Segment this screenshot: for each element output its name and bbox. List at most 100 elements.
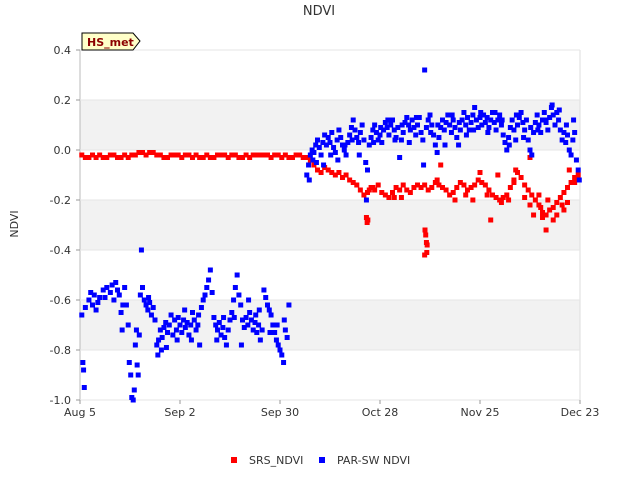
data-point bbox=[366, 187, 372, 193]
data-point bbox=[173, 327, 179, 333]
data-point bbox=[349, 137, 355, 143]
data-point bbox=[318, 152, 324, 158]
data-point bbox=[550, 217, 556, 223]
legend: SRS_NDVI PAR-SW NDVI bbox=[231, 454, 410, 467]
y-axis-title: NDVI bbox=[8, 210, 21, 237]
data-point bbox=[79, 152, 85, 158]
data-point bbox=[90, 152, 95, 158]
data-point bbox=[479, 180, 485, 185]
data-point bbox=[268, 312, 274, 318]
data-point bbox=[443, 187, 449, 193]
data-point bbox=[157, 327, 163, 333]
data-point bbox=[259, 327, 265, 333]
data-point bbox=[140, 150, 145, 155]
data-point bbox=[468, 120, 474, 125]
data-point bbox=[130, 397, 136, 403]
data-point bbox=[104, 155, 110, 160]
data-point bbox=[313, 160, 319, 165]
data-point bbox=[440, 185, 445, 190]
data-point bbox=[93, 307, 99, 313]
data-point bbox=[348, 125, 354, 130]
data-point bbox=[257, 337, 263, 343]
data-point bbox=[531, 212, 537, 218]
data-point bbox=[566, 147, 572, 153]
y-tick-label: -0.6 bbox=[50, 294, 71, 307]
data-point bbox=[423, 125, 429, 130]
data-point bbox=[431, 132, 437, 138]
data-point bbox=[172, 317, 178, 323]
data-point bbox=[509, 117, 515, 123]
data-point bbox=[545, 127, 551, 133]
data-point bbox=[434, 150, 440, 155]
data-point bbox=[129, 152, 135, 158]
data-point bbox=[329, 170, 335, 175]
data-point bbox=[522, 127, 528, 133]
data-point bbox=[425, 187, 431, 193]
data-point bbox=[575, 172, 581, 178]
data-point bbox=[406, 140, 412, 145]
data-point bbox=[538, 130, 544, 135]
data-point bbox=[88, 290, 94, 295]
data-point bbox=[274, 322, 280, 328]
data-point bbox=[193, 327, 199, 333]
data-point bbox=[557, 127, 563, 133]
data-point bbox=[486, 187, 492, 193]
data-point bbox=[198, 305, 204, 310]
y-tick-label: -1.0 bbox=[50, 394, 71, 407]
data-point bbox=[253, 312, 259, 318]
data-point bbox=[406, 122, 412, 128]
data-point bbox=[359, 122, 365, 128]
data-point bbox=[522, 182, 528, 188]
data-point bbox=[454, 185, 460, 190]
data-point bbox=[525, 137, 531, 143]
data-point bbox=[357, 130, 363, 135]
data-point bbox=[407, 190, 413, 195]
data-point bbox=[143, 152, 149, 158]
data-point bbox=[523, 117, 529, 123]
data-point bbox=[100, 287, 106, 293]
data-point bbox=[166, 322, 172, 328]
site-tag: HS_met bbox=[81, 32, 141, 51]
data-point bbox=[97, 152, 103, 158]
data-point bbox=[168, 312, 174, 318]
data-point bbox=[507, 125, 513, 130]
data-point bbox=[392, 137, 398, 143]
data-point bbox=[102, 295, 108, 300]
data-point bbox=[90, 302, 95, 308]
data-point bbox=[445, 112, 451, 118]
data-point bbox=[511, 180, 517, 185]
data-point bbox=[563, 122, 569, 128]
data-point bbox=[556, 107, 562, 113]
data-point bbox=[365, 167, 370, 173]
data-point bbox=[528, 125, 534, 130]
data-point bbox=[79, 312, 85, 318]
data-point bbox=[477, 170, 483, 175]
x-axis: Aug 5 Sep 2 Sep 30 Oct 28 Nov 25 Dec 23 bbox=[64, 400, 599, 419]
data-point bbox=[306, 177, 312, 183]
data-point bbox=[356, 152, 362, 158]
data-point bbox=[161, 325, 167, 330]
data-point bbox=[429, 185, 435, 190]
data-point bbox=[475, 125, 481, 130]
data-point bbox=[238, 342, 244, 348]
data-point bbox=[266, 307, 272, 313]
data-point bbox=[125, 155, 131, 160]
data-point bbox=[407, 127, 413, 133]
data-point bbox=[415, 122, 420, 128]
data-point bbox=[400, 130, 406, 135]
data-point bbox=[541, 110, 547, 115]
data-point bbox=[315, 137, 320, 143]
data-point bbox=[332, 172, 338, 178]
data-point bbox=[133, 327, 139, 333]
data-point bbox=[158, 347, 164, 353]
data-point bbox=[398, 195, 404, 200]
data-point bbox=[386, 195, 392, 200]
data-point bbox=[543, 212, 549, 218]
data-point bbox=[170, 332, 176, 338]
data-point bbox=[165, 330, 170, 335]
data-point bbox=[154, 342, 160, 348]
legend-label-par-sw-ndvi: PAR-SW NDVI bbox=[337, 454, 410, 467]
data-point bbox=[472, 105, 478, 110]
data-point bbox=[566, 167, 572, 173]
data-point bbox=[304, 155, 310, 160]
